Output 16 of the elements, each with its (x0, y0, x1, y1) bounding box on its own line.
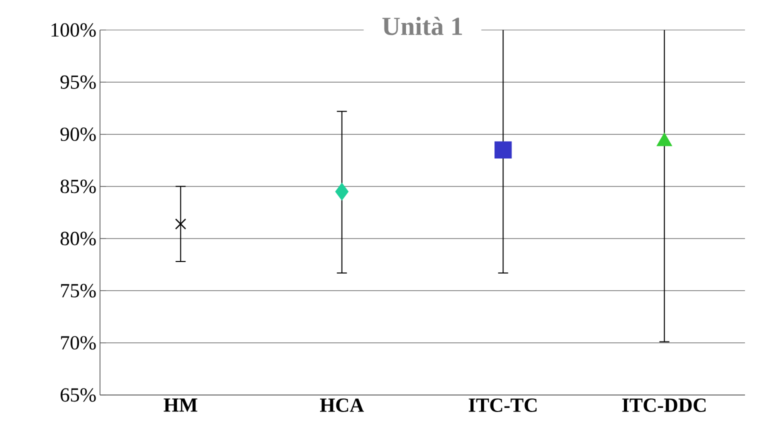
y-tick-label: 75% (61, 284, 96, 298)
y-tick-label: 85% (60, 180, 96, 194)
x-tick-label: HCA (320, 398, 364, 412)
x-tick-label: HM (164, 398, 198, 412)
point (175, 218, 186, 230)
chart-title: Unità 1 (382, 16, 462, 36)
y-tick-label: 80% (60, 232, 96, 246)
y-tick-label: 95% (60, 75, 96, 89)
y-tick-label: 90% (60, 128, 96, 142)
x-tick-label: ITC-DDC (622, 398, 706, 412)
x-tick-label: ITC-TC (468, 398, 537, 412)
point (335, 183, 348, 200)
y-tick-label: 65% (60, 388, 96, 402)
point (494, 141, 512, 159)
y-tick-label: 70% (61, 336, 96, 350)
y-tick-label: 100% (52, 23, 96, 37)
